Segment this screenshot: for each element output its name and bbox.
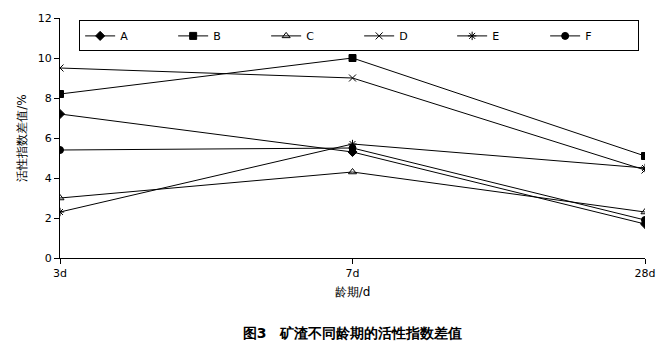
svg-text:6: 6: [45, 132, 52, 145]
svg-text:活性指数差值/%: 活性指数差值/%: [15, 94, 29, 181]
svg-text:A: A: [120, 30, 128, 43]
svg-text:28d: 28d: [635, 267, 656, 280]
svg-text:C: C: [306, 30, 314, 43]
svg-text:E: E: [492, 30, 499, 43]
svg-text:3d: 3d: [53, 267, 67, 280]
svg-text:12: 12: [38, 12, 52, 25]
svg-text:图3 矿渣不同龄期的活性指数差值: 图3 矿渣不同龄期的活性指数差值: [243, 325, 463, 341]
svg-text:龄期/d: 龄期/d: [335, 285, 371, 299]
svg-text:10: 10: [38, 52, 52, 65]
svg-text:F: F: [585, 30, 591, 43]
svg-text:D: D: [399, 30, 407, 43]
svg-text:B: B: [213, 30, 221, 43]
svg-text:2: 2: [45, 212, 52, 225]
svg-text:4: 4: [45, 172, 52, 185]
svg-text:0: 0: [45, 252, 52, 265]
svg-text:7d: 7d: [346, 267, 360, 280]
svg-text:8: 8: [45, 92, 52, 105]
